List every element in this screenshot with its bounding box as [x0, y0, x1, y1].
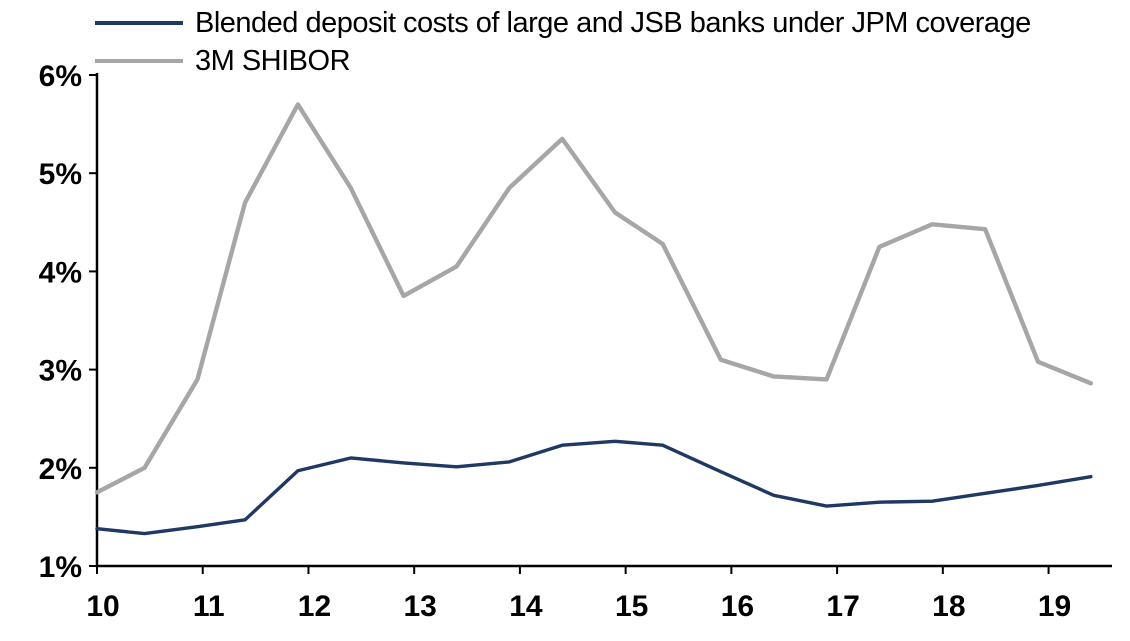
y-tick-label: 2%	[39, 453, 82, 486]
series-line-0	[95, 439, 1093, 536]
legend: Blended deposit costs of large and JSB b…	[95, 4, 1031, 80]
x-tick-label: 19	[1038, 590, 1071, 623]
legend-swatch-deposit-costs	[95, 21, 183, 25]
y-tick-label: 5%	[39, 158, 82, 191]
x-tick-label: 15	[615, 590, 648, 623]
legend-item-deposit-costs: Blended deposit costs of large and JSB b…	[95, 4, 1031, 42]
x-tick-label: 10	[86, 590, 119, 623]
x-tick-label: 13	[404, 590, 437, 623]
legend-label-3m-shibor: 3M SHIBOR	[195, 44, 351, 77]
series-line-1	[94, 102, 1094, 495]
x-tick-label: 11	[193, 590, 225, 623]
legend-swatch-3m-shibor	[95, 59, 183, 63]
x-tick-label: 18	[932, 590, 965, 623]
y-tick-label: 4%	[39, 256, 82, 289]
x-tick-label: 14	[509, 590, 543, 623]
axis-lines	[95, 73, 1112, 568]
y-tick-label: 6%	[39, 60, 82, 93]
x-tick-label: 16	[721, 590, 754, 623]
x-tick-label: 17	[826, 590, 859, 623]
legend-item-3m-shibor: 3M SHIBOR	[95, 42, 1031, 80]
y-tick-label: 1%	[39, 551, 82, 584]
x-tick-label: 12	[298, 590, 331, 623]
y-tick-label: 3%	[39, 355, 82, 388]
legend-label-deposit-costs: Blended deposit costs of large and JSB b…	[195, 6, 1031, 39]
